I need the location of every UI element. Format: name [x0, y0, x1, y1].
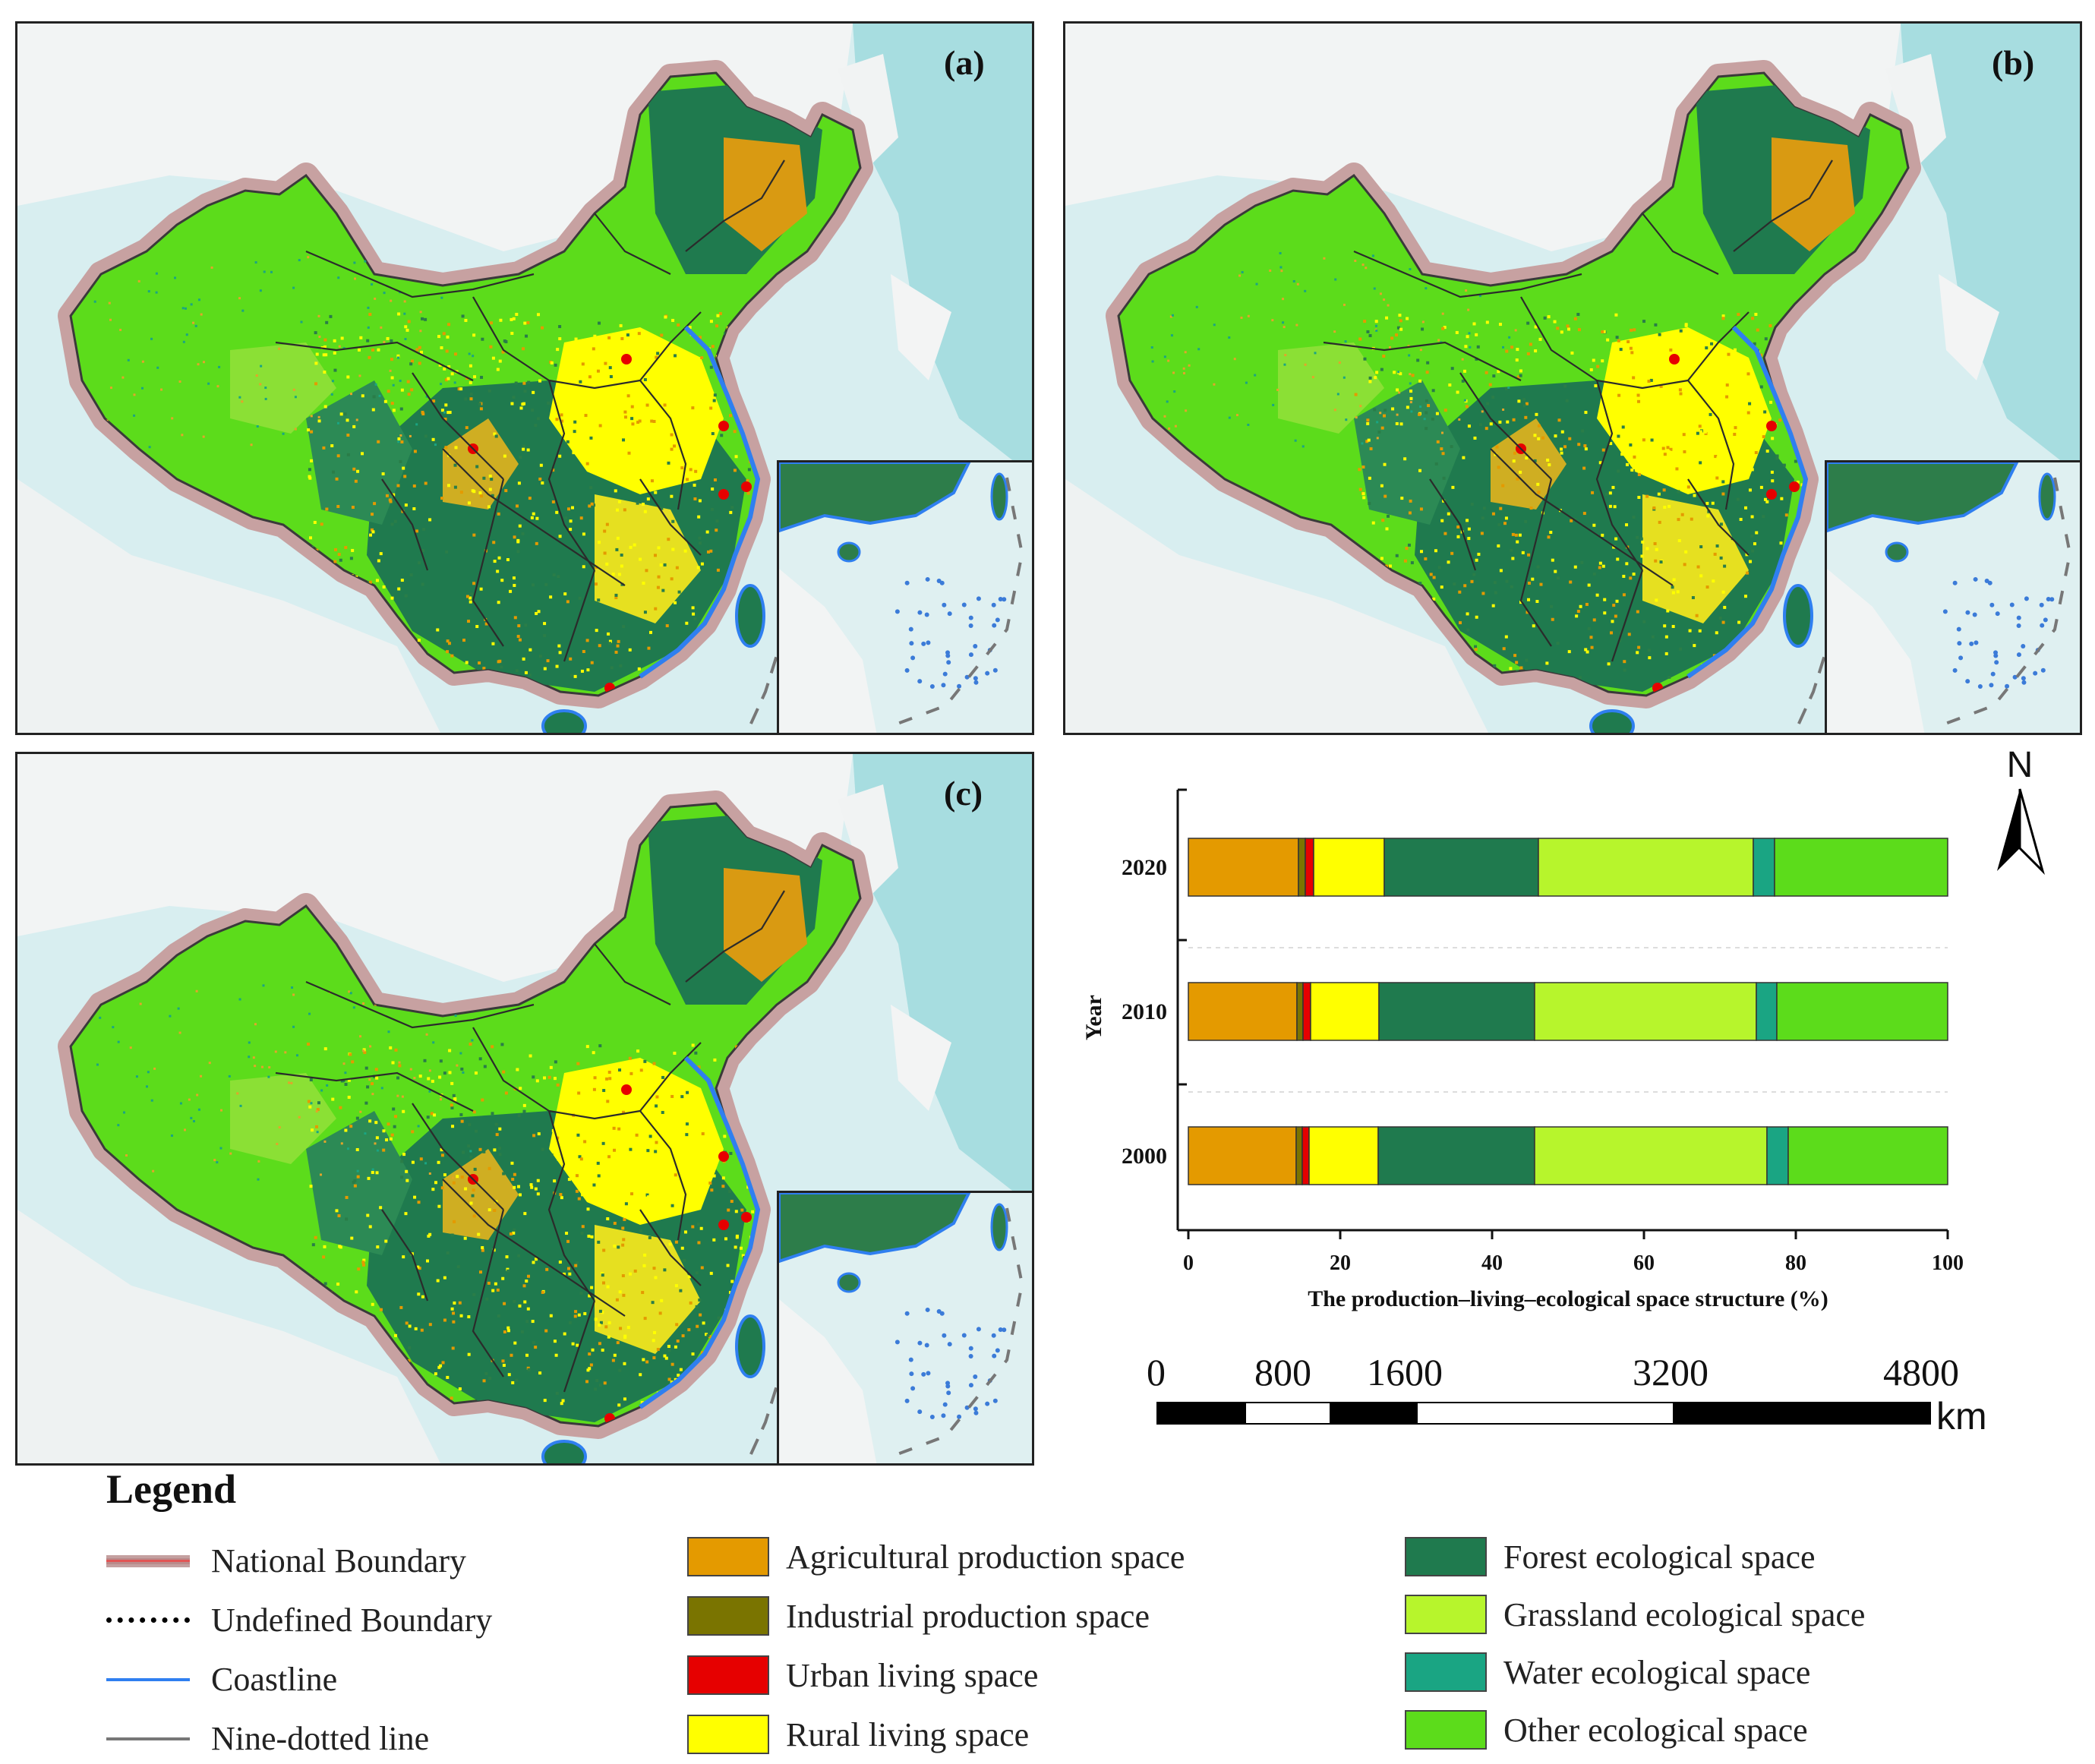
bar-2010-other-ecological-space	[1776, 982, 1948, 1041]
legend-label: Agricultural production space	[786, 1538, 1185, 1576]
bar-2020-rural-living-space	[1313, 838, 1385, 897]
bar-2010-agricultural-production-space	[1188, 982, 1298, 1041]
scale-bar	[1156, 1402, 1931, 1425]
legend-label: National Boundary	[211, 1542, 467, 1579]
bar-2000-forest-ecological-space	[1377, 1126, 1535, 1185]
x-tick-label-80: 80	[1785, 1251, 1806, 1275]
bar-2020-grassland-ecological-space	[1538, 838, 1754, 897]
legend-national-boundary: National Boundary	[106, 1542, 466, 1580]
swatch	[1405, 1537, 1487, 1576]
map-panel-c: (c)	[15, 752, 1034, 1466]
scale-tick-3200: 3200	[1633, 1351, 1708, 1393]
north-arrow: N	[1989, 744, 2050, 881]
nine-dotted-line-symbol	[106, 1737, 190, 1740]
north-label: N	[2006, 745, 2033, 785]
x-tick-label-0: 0	[1183, 1251, 1194, 1275]
bar-2010-urban-living-space	[1302, 982, 1311, 1041]
legend-agricultural-production: Agricultural production space	[687, 1537, 1185, 1576]
swatch	[687, 1596, 769, 1636]
bar-2000-agricultural-production-space	[1188, 1126, 1297, 1185]
bar-2000-rural-living-space	[1308, 1126, 1379, 1185]
legend-coastline: Coastline	[106, 1660, 337, 1699]
legend-label: Nine-dotted line	[211, 1720, 430, 1757]
china-map-a	[17, 24, 1032, 733]
legend-label: Grassland ecological space	[1503, 1595, 1866, 1633]
panel-label-b: (b)	[1992, 43, 2035, 82]
legend-label: Rural living space	[786, 1715, 1030, 1753]
swatch	[687, 1537, 769, 1576]
national-boundary-symbol	[106, 1554, 190, 1567]
swatch	[687, 1655, 769, 1695]
map-panel-b: (b)	[1063, 21, 2082, 735]
y-axis-label: Year	[1081, 995, 1106, 1040]
map-panel-a: (a)	[15, 21, 1034, 735]
bar-2010-industrial-production-space	[1296, 982, 1304, 1041]
bar-2020-other-ecological-space	[1774, 838, 1948, 897]
bar-2000-other-ecological-space	[1787, 1126, 1948, 1185]
south-china-sea-inset-b	[1825, 460, 2080, 733]
scale-tick-1600: 1600	[1367, 1351, 1443, 1393]
coastline-symbol	[106, 1677, 190, 1681]
x-tick-label-40: 40	[1481, 1251, 1503, 1275]
bar-2000-industrial-production-space	[1295, 1126, 1303, 1185]
legend-nine-dotted-line: Nine-dotted line	[106, 1719, 429, 1758]
x-tick-label-100: 100	[1932, 1251, 1964, 1275]
south-china-sea-inset-a	[777, 460, 1032, 733]
legend-forest-ecological: Forest ecological space	[1405, 1537, 1816, 1576]
bar-2000-grassland-ecological-space	[1534, 1126, 1768, 1185]
legend-urban-living: Urban living space	[687, 1655, 1038, 1695]
x-tick-label-20: 20	[1330, 1251, 1351, 1275]
legend-water-ecological: Water ecological space	[1405, 1652, 1810, 1692]
x-tick-label-60: 60	[1633, 1251, 1655, 1275]
legend-label: Urban living space	[786, 1656, 1039, 1694]
bar-2010-water-ecological-space	[1756, 982, 1778, 1041]
scale-unit: km	[1936, 1395, 1987, 1437]
scale-tick-4800: 4800	[1883, 1351, 1959, 1393]
legend-rural-living: Rural living space	[687, 1715, 1029, 1754]
x-axis-label: The production–living–ecological space s…	[1308, 1286, 1828, 1311]
bar-2020-forest-ecological-space	[1384, 838, 1539, 897]
bar-2000-urban-living-space	[1301, 1126, 1310, 1185]
legend-grassland-ecological: Grassland ecological space	[1405, 1595, 1865, 1634]
china-map-b	[1065, 24, 2080, 733]
swatch	[687, 1715, 769, 1754]
legend-undefined-boundary: Undefined Boundary	[106, 1601, 492, 1639]
legend-label: Undefined Boundary	[211, 1601, 493, 1639]
scale-tick-800: 800	[1254, 1351, 1311, 1393]
bar-2020-urban-living-space	[1305, 838, 1314, 897]
swatch	[1405, 1595, 1487, 1634]
legend-label: Forest ecological space	[1503, 1538, 1816, 1576]
bar-2020-industrial-production-space	[1298, 838, 1306, 897]
north-arrow-icon	[1997, 788, 2045, 876]
legend-label: Water ecological space	[1503, 1653, 1811, 1691]
bar-2010-grassland-ecological-space	[1534, 982, 1757, 1041]
legend-label: Coastline	[211, 1661, 338, 1698]
bar-2020-water-ecological-space	[1753, 838, 1775, 897]
china-map-c	[17, 754, 1032, 1463]
year-label-2000: 2000	[1122, 1144, 1167, 1169]
undefined-boundary-symbol	[106, 1617, 190, 1623]
legend-label: Other ecological space	[1503, 1711, 1808, 1749]
bar-2010-rural-living-space	[1310, 982, 1380, 1041]
bar-2010-forest-ecological-space	[1378, 982, 1535, 1041]
year-label-2020: 2020	[1122, 855, 1167, 880]
south-china-sea-inset-c	[777, 1191, 1032, 1463]
legend-industrial-production: Industrial production space	[687, 1596, 1150, 1636]
panel-label-c: (c)	[944, 774, 983, 813]
legend-other-ecological: Other ecological space	[1405, 1710, 1808, 1750]
legend-title: Legend	[106, 1466, 237, 1512]
space-structure-chart: 2020 2010 2000 0 20 40 60 80 100 The production–l…	[1081, 788, 1964, 1311]
swatch	[1405, 1710, 1487, 1750]
swatch	[1405, 1652, 1487, 1692]
panel-label-a: (a)	[944, 43, 985, 82]
year-label-2010: 2010	[1122, 999, 1167, 1024]
bar-2020-agricultural-production-space	[1188, 838, 1299, 897]
bar-2000-water-ecological-space	[1766, 1126, 1789, 1185]
scale-tick-0: 0	[1147, 1351, 1166, 1393]
legend-label: Industrial production space	[786, 1597, 1150, 1635]
